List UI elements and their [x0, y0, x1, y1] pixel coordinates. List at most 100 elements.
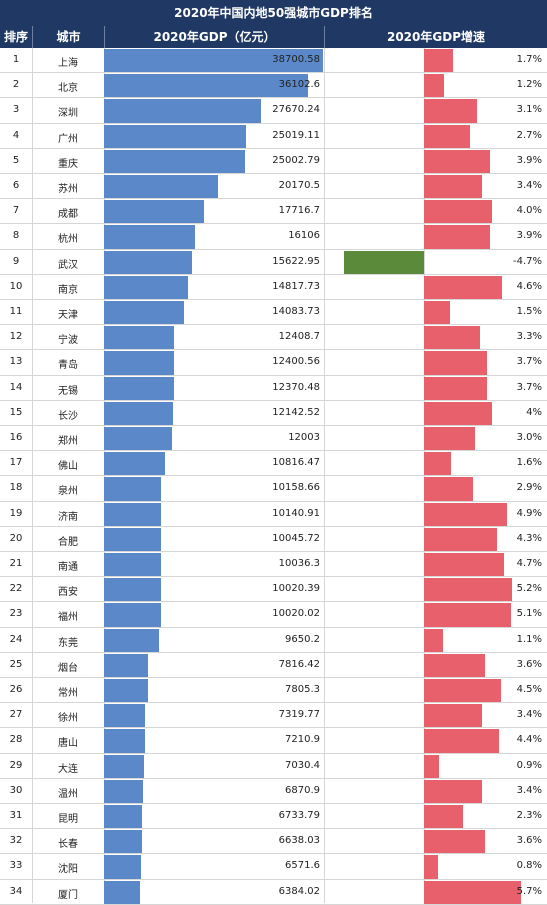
gdp-bar [104, 679, 149, 703]
row-divider [0, 828, 547, 830]
row-divider [0, 576, 547, 578]
growth-value: 1.1% [516, 633, 542, 645]
city-cell: 泉州 [58, 486, 78, 498]
rank-cell: 29 [9, 759, 23, 771]
gdp-value: 15622.95 [272, 255, 320, 267]
growth-bar [424, 124, 470, 148]
gdp-bar [104, 326, 175, 350]
growth-value: 5.1% [516, 608, 542, 620]
gdp-bar [104, 250, 193, 274]
city-cell: 佛山 [58, 461, 78, 473]
city-cell: 合肥 [58, 536, 78, 548]
gdp-value: 7030.4 [285, 759, 320, 771]
row-divider [0, 475, 547, 477]
row-divider [0, 198, 547, 200]
growth-bar [424, 578, 513, 602]
growth-value: 3.9% [516, 230, 542, 242]
row-divider [0, 374, 547, 376]
city-cell: 南通 [58, 562, 78, 573]
city-cell: 深圳 [58, 108, 78, 120]
rank-cell: 14 [9, 381, 23, 393]
gdp-value: 10140.91 [272, 507, 320, 519]
city-cell: 济南 [58, 511, 78, 523]
growth-value: 3.0% [516, 432, 542, 443]
city-cell: 武汉 [58, 259, 78, 271]
growth-bar [424, 653, 486, 677]
growth-value: 1.5% [516, 306, 542, 317]
growth-bar [424, 679, 501, 703]
growth-value: 2.7% [516, 129, 542, 141]
gdp-bar [104, 754, 144, 778]
city-cell: 上海 [58, 58, 78, 69]
gdp-bar [104, 149, 246, 173]
city-cell: 大连 [58, 763, 78, 775]
gdp-value: 7816.42 [278, 658, 320, 670]
row-divider [0, 72, 547, 74]
city-cell: 东莞 [58, 637, 78, 649]
growth-bar [424, 200, 492, 224]
city-cell: 西安 [58, 587, 78, 599]
city-cell: 南京 [58, 284, 78, 296]
row-divider [0, 425, 547, 426]
row-divider [0, 273, 547, 275]
gdp-value: 25019.11 [272, 129, 320, 141]
rank-cell: 19 [9, 507, 23, 519]
gdp-value: 9650.2 [285, 633, 320, 645]
growth-bar [424, 427, 475, 451]
rank-cell: 31 [9, 810, 23, 821]
rank-cell: 28 [9, 734, 23, 746]
row-divider [0, 122, 547, 124]
growth-value: 3.6% [516, 658, 542, 670]
gdp-value: 7805.3 [285, 684, 320, 695]
growth-bar [424, 99, 477, 123]
city-cell: 重庆 [58, 158, 78, 170]
growth-value: 3.7% [516, 381, 542, 393]
rank-cell: 25 [9, 658, 23, 670]
growth-bar [424, 376, 487, 400]
rank-cell: 10 [9, 280, 23, 292]
gdp-value: 10158.66 [272, 482, 320, 494]
city-cell: 宁波 [58, 335, 78, 347]
city-cell: 烟台 [58, 662, 78, 674]
gdp-value: 36102.6 [278, 79, 320, 91]
growth-value: 3.6% [516, 835, 542, 847]
gdp-bar [104, 855, 142, 879]
rank-cell: 5 [12, 154, 20, 166]
growth-bar [424, 754, 440, 778]
gdp-bar [104, 578, 161, 602]
city-cell: 杭州 [58, 234, 78, 246]
row-divider [0, 601, 547, 603]
growth-bar [424, 704, 482, 728]
city-cell: 厦门 [58, 889, 78, 901]
growth-bar [424, 603, 511, 627]
gdp-value: 20170.5 [278, 180, 320, 191]
gdp-value: 6638.03 [278, 835, 320, 847]
gdp-bar [104, 99, 261, 123]
gdp-bar [104, 49, 323, 73]
growth-bar [424, 175, 482, 199]
row-divider [0, 248, 547, 250]
gdp-bar [104, 477, 162, 501]
gdp-value: 14083.73 [272, 306, 320, 317]
rank-cell: 1 [12, 54, 20, 65]
growth-bar [424, 49, 453, 73]
growth-value: 1.2% [516, 79, 542, 91]
growth-bar [424, 855, 438, 879]
gdp-value: 27670.24 [272, 104, 320, 116]
row-divider [0, 727, 547, 729]
growth-value: 0.9% [516, 759, 542, 771]
gdp-bar [104, 351, 175, 375]
rank-cell: 8 [12, 230, 20, 242]
city-cell: 青岛 [58, 360, 78, 372]
growth-bar [424, 880, 521, 904]
gdp-value: 17716.7 [278, 205, 320, 217]
gdp-value: 12408.7 [278, 331, 320, 343]
growth-value: 3.4% [516, 784, 542, 796]
gdp-bar [104, 225, 196, 249]
growth-value: 5.2% [516, 583, 542, 595]
rank-cell: 24 [9, 633, 23, 645]
header-gdp: 2020年GDP（亿元） [104, 26, 324, 48]
row-divider [0, 525, 547, 527]
growth-bar [424, 830, 486, 854]
